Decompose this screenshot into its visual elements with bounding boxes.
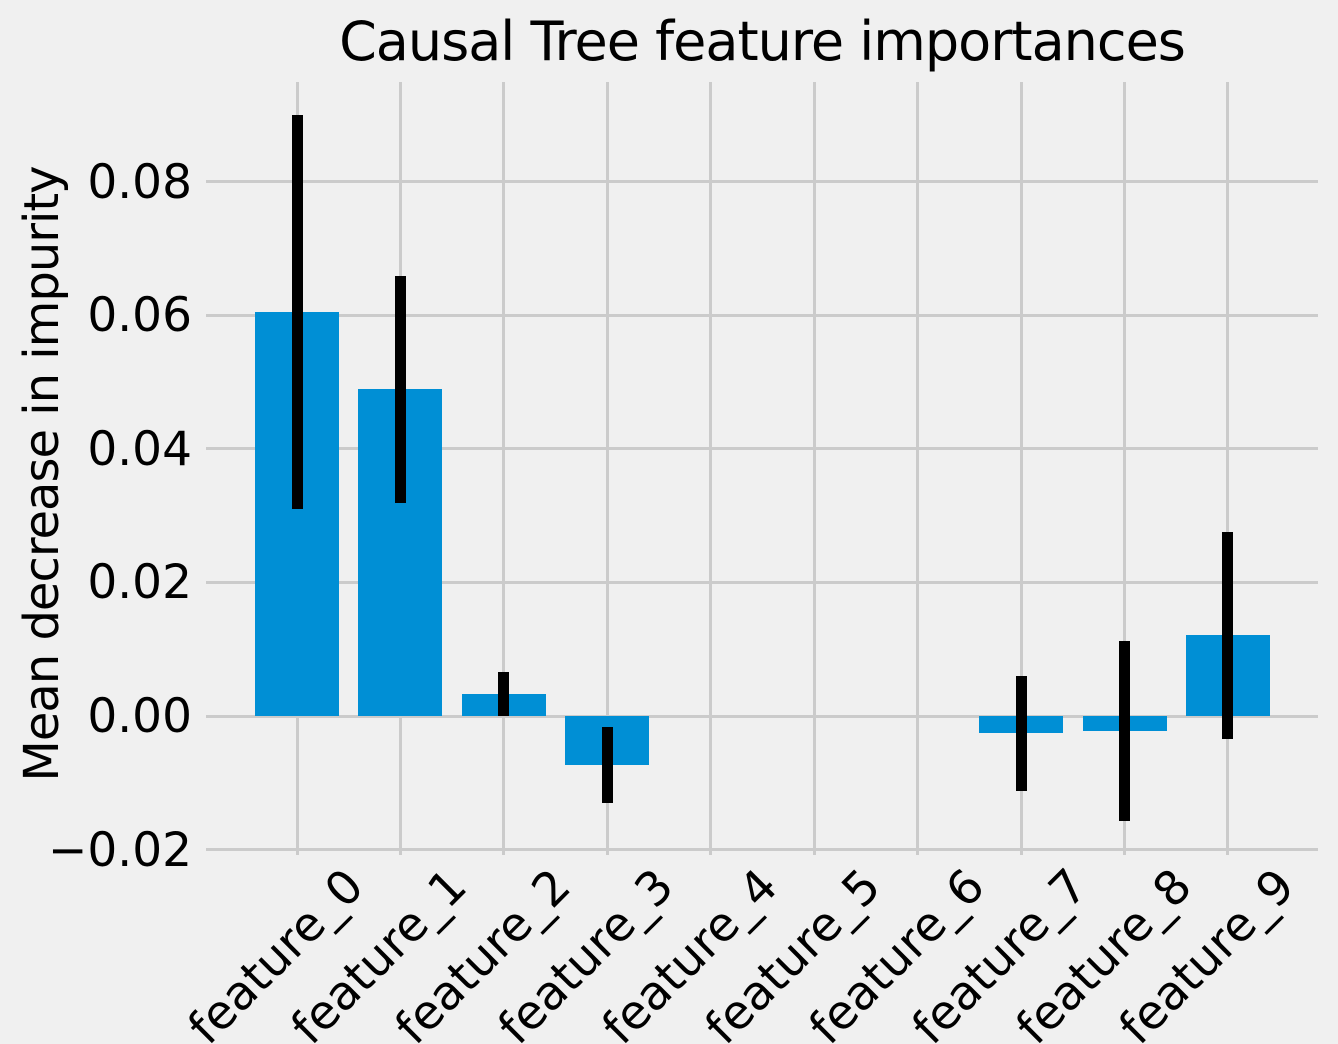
gridline-vertical — [1123, 82, 1127, 855]
gridline-vertical — [812, 82, 816, 855]
error-bar-feature_7 — [1015, 675, 1027, 791]
y-tick-label: −0.02 — [47, 822, 192, 878]
y-tick-label: 0.08 — [87, 154, 192, 210]
chart-title: Causal Tree feature importances — [339, 10, 1186, 73]
gridline-horizontal — [206, 180, 1318, 184]
gridline-vertical — [1226, 82, 1230, 855]
y-tick-label: 0.06 — [87, 288, 192, 344]
gridline-horizontal — [206, 714, 1318, 718]
gridline-horizontal — [206, 313, 1318, 317]
gridline-horizontal — [206, 848, 1318, 852]
error-bar-feature_0 — [291, 114, 303, 509]
y-tick-label: 0.02 — [87, 555, 192, 611]
error-bar-feature_8 — [1119, 640, 1131, 821]
gridline-vertical — [605, 82, 609, 855]
gridline-vertical — [916, 82, 920, 855]
y-tick-label: 0.00 — [87, 689, 192, 744]
error-bar-feature_2 — [498, 671, 510, 716]
y-axis-label: Mean decrease in impurity — [14, 165, 70, 782]
gridline-vertical — [502, 82, 506, 855]
gridline-horizontal — [206, 580, 1318, 584]
gridline-vertical — [1019, 82, 1023, 855]
y-tick-label: 0.04 — [87, 421, 192, 477]
error-bar-feature_9 — [1222, 531, 1234, 739]
gridline-horizontal — [206, 447, 1318, 451]
error-bar-feature_1 — [394, 275, 406, 503]
gridline-vertical — [709, 82, 713, 855]
error-bar-feature_3 — [601, 726, 613, 803]
